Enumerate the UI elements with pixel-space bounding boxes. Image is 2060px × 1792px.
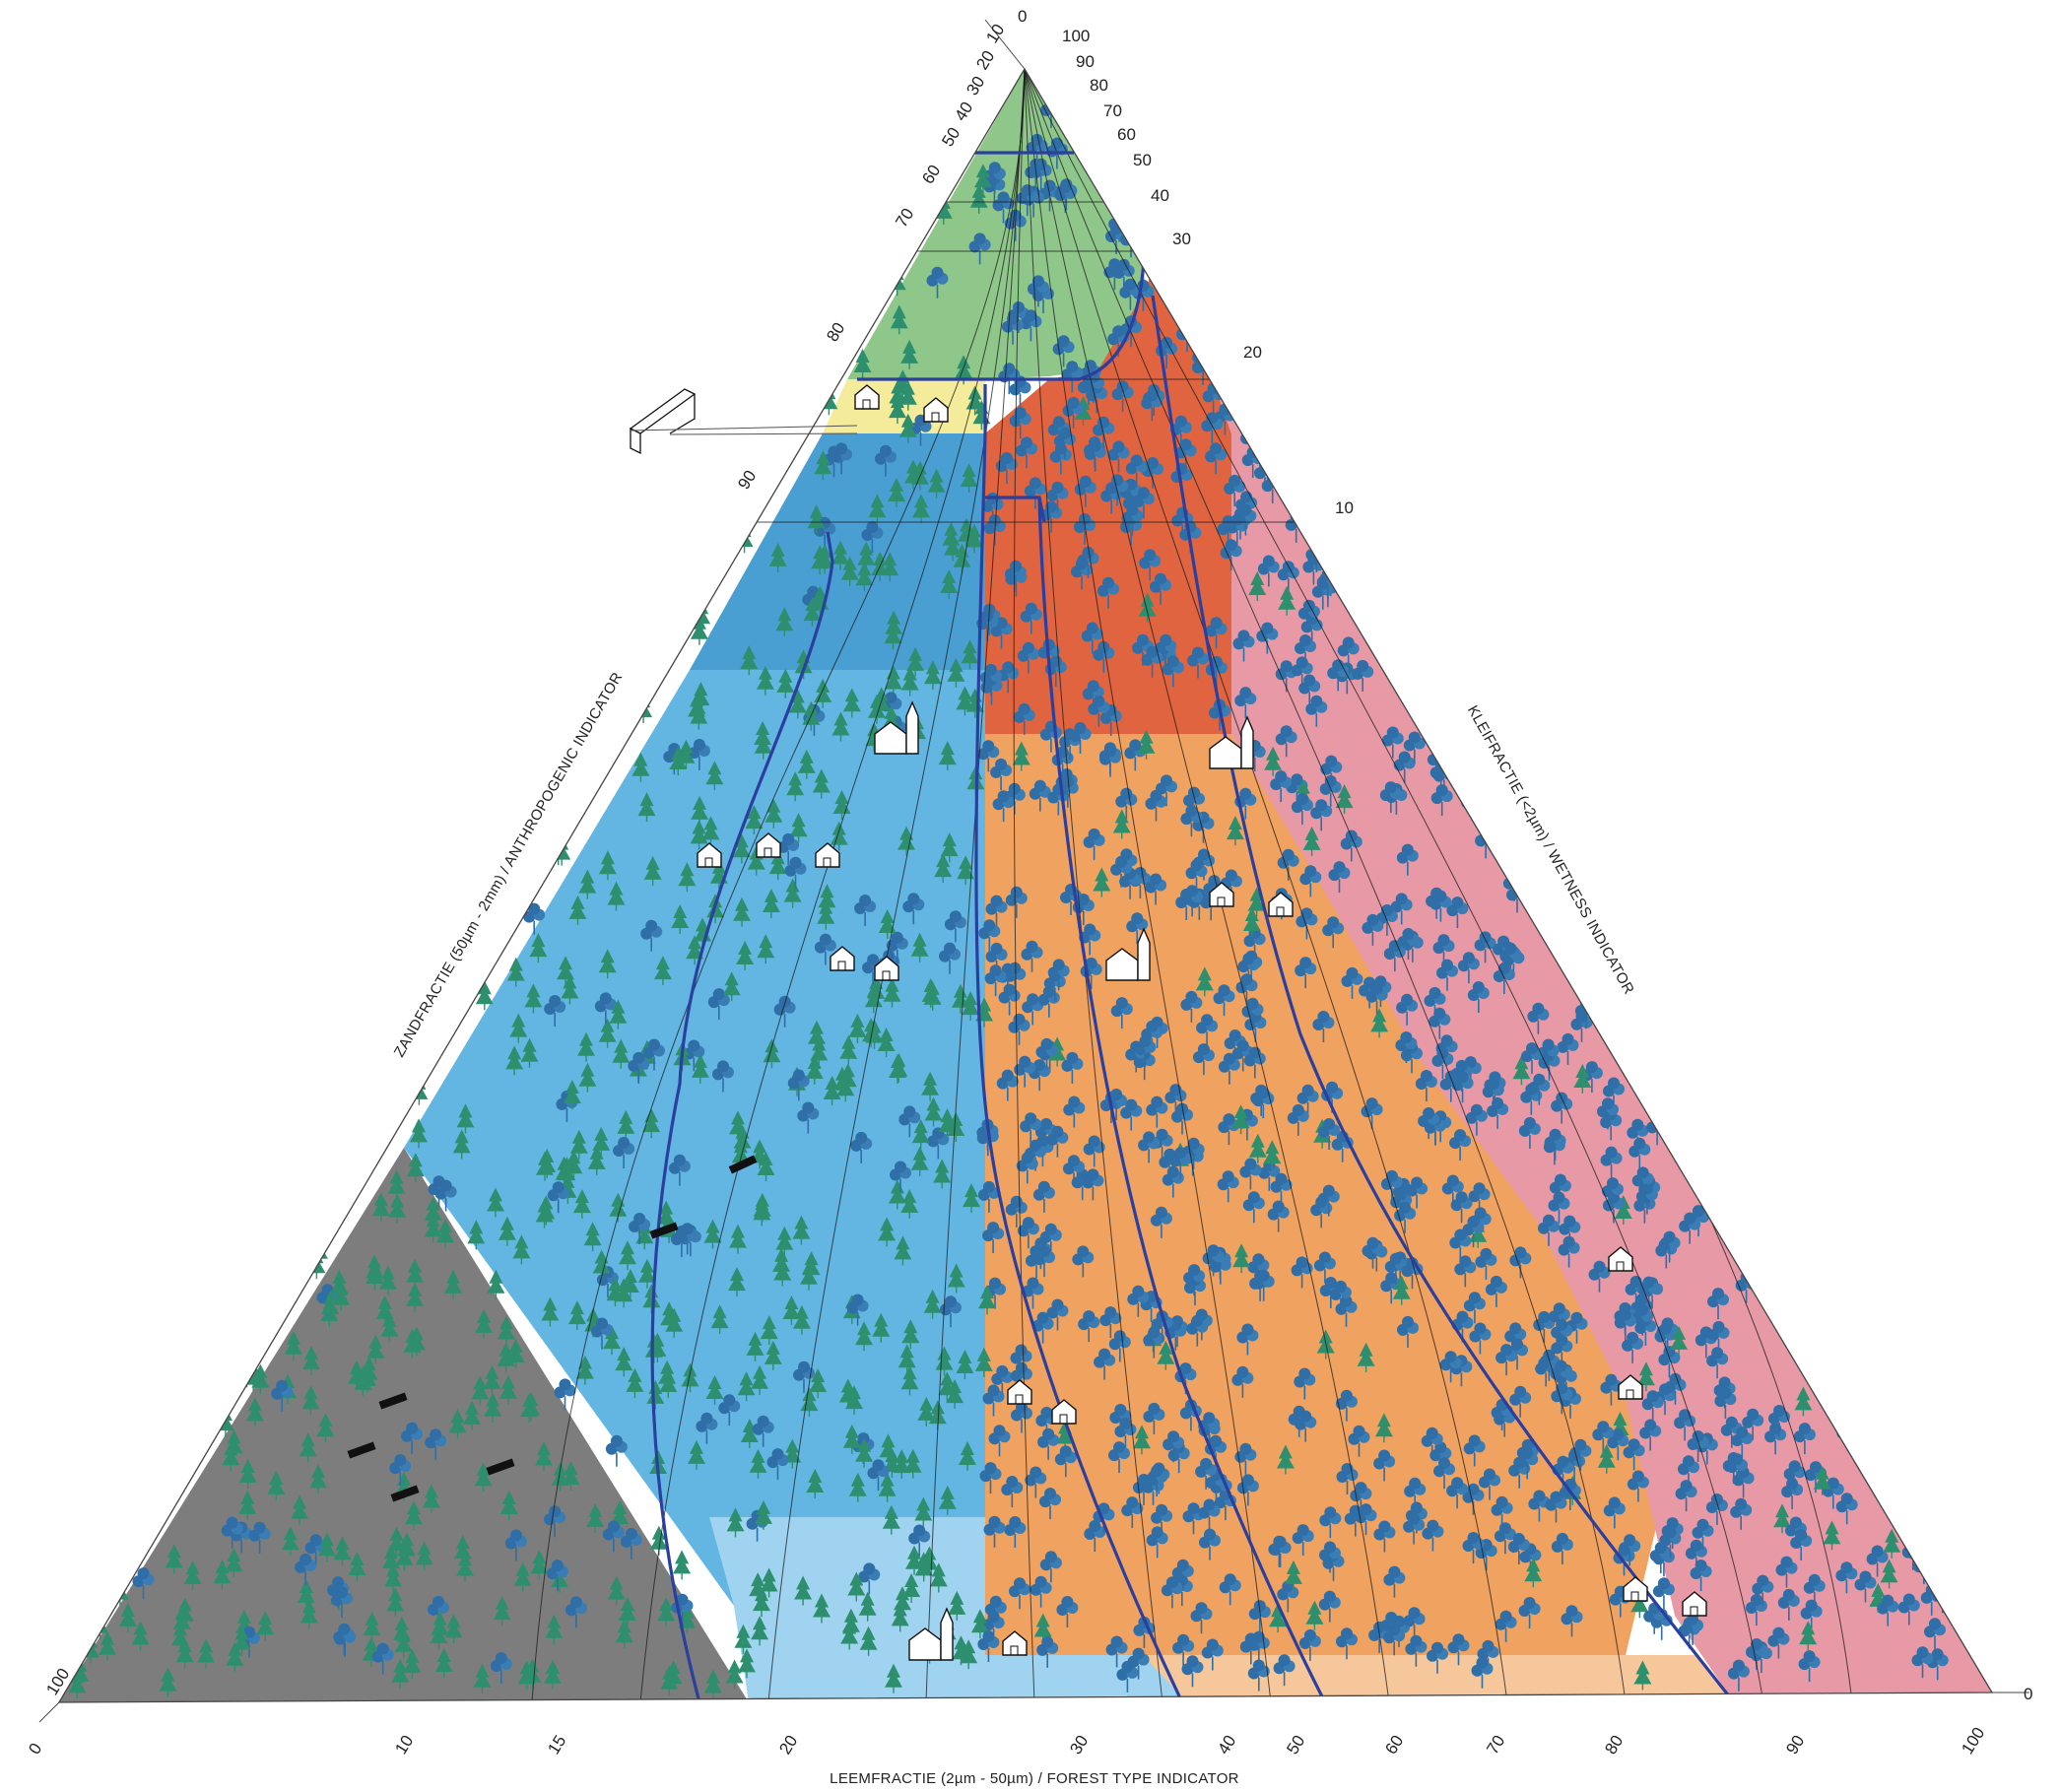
tick-left-40: 40 bbox=[951, 99, 976, 124]
tick-bottom-20: 20 bbox=[775, 1732, 801, 1758]
boat-icon bbox=[486, 1458, 515, 1476]
tick-right-80: 80 bbox=[1090, 76, 1108, 95]
zone-blue-mid bbox=[404, 670, 985, 1606]
tick-left-20: 20 bbox=[972, 47, 998, 73]
tick-right-10: 10 bbox=[1335, 498, 1354, 517]
conifer-tree-icon bbox=[633, 693, 653, 724]
tick-left-60: 60 bbox=[918, 162, 944, 187]
tick-bottom-30: 30 bbox=[1066, 1732, 1092, 1758]
tick-bottom-100: 100 bbox=[1958, 1724, 1988, 1758]
tick-bottom-70: 70 bbox=[1483, 1732, 1508, 1758]
tick-bottom-0: 0 bbox=[25, 1740, 45, 1758]
conifer-tree-icon bbox=[309, 1234, 329, 1266]
tick-left-30: 30 bbox=[963, 73, 988, 99]
right-axis-ticks: 0 100 90 80 70 60 50 40 30 20 10 bbox=[1018, 7, 1354, 517]
settlements bbox=[347, 384, 1707, 1661]
tick-left-50: 50 bbox=[938, 124, 964, 150]
conifer-tree-icon bbox=[672, 1549, 692, 1581]
tick-right-50: 50 bbox=[1133, 151, 1152, 169]
boat-icon bbox=[378, 1392, 408, 1410]
zone-boundaries bbox=[650, 151, 1736, 1702]
tick-bottom-50: 50 bbox=[1283, 1732, 1308, 1758]
triangle-frame bbox=[38, 19, 2029, 1723]
tick-bottom-10: 10 bbox=[391, 1732, 417, 1758]
conifer-tree-icon bbox=[734, 522, 755, 554]
tick-left-80: 80 bbox=[823, 319, 848, 345]
tick-right-0: 0 bbox=[1018, 7, 1027, 26]
tick-right-60: 60 bbox=[1117, 125, 1136, 144]
tick-bottom-60: 60 bbox=[1381, 1732, 1407, 1758]
tick-left-90: 90 bbox=[734, 467, 760, 493]
bottom-axis-title: LEEMFRACTIE (2µm - 50µm) / FOREST TYPE I… bbox=[830, 1770, 1239, 1787]
tick-right-corner-0: 0 bbox=[2024, 1685, 2032, 1703]
tick-right-30: 30 bbox=[1172, 230, 1191, 248]
tick-left-10: 10 bbox=[982, 21, 1008, 46]
tick-bottom-15: 15 bbox=[544, 1732, 569, 1758]
boat-icon bbox=[347, 1441, 376, 1459]
contour-lines bbox=[531, 69, 1853, 1702]
tick-right-40: 40 bbox=[1151, 186, 1169, 205]
tick-bottom-90: 90 bbox=[1782, 1732, 1808, 1758]
tower-icon bbox=[629, 388, 858, 455]
conifer-tree-icon bbox=[306, 1248, 327, 1281]
tick-bottom-40: 40 bbox=[1214, 1732, 1239, 1758]
boat-icon bbox=[728, 1155, 758, 1174]
tick-right-70: 70 bbox=[1103, 101, 1122, 120]
tick-bottom-80: 80 bbox=[1601, 1732, 1627, 1758]
zone-green bbox=[847, 69, 1227, 379]
tick-right-100: 100 bbox=[1062, 27, 1090, 45]
boat-icon bbox=[649, 1222, 679, 1239]
conifer-tree-icon bbox=[409, 1075, 430, 1106]
tick-left-70: 70 bbox=[892, 205, 917, 231]
tick-right-90: 90 bbox=[1076, 52, 1095, 71]
tick-right-20: 20 bbox=[1243, 343, 1262, 362]
zone-blue-light bbox=[709, 1517, 1187, 1702]
boat-icon bbox=[390, 1485, 420, 1502]
